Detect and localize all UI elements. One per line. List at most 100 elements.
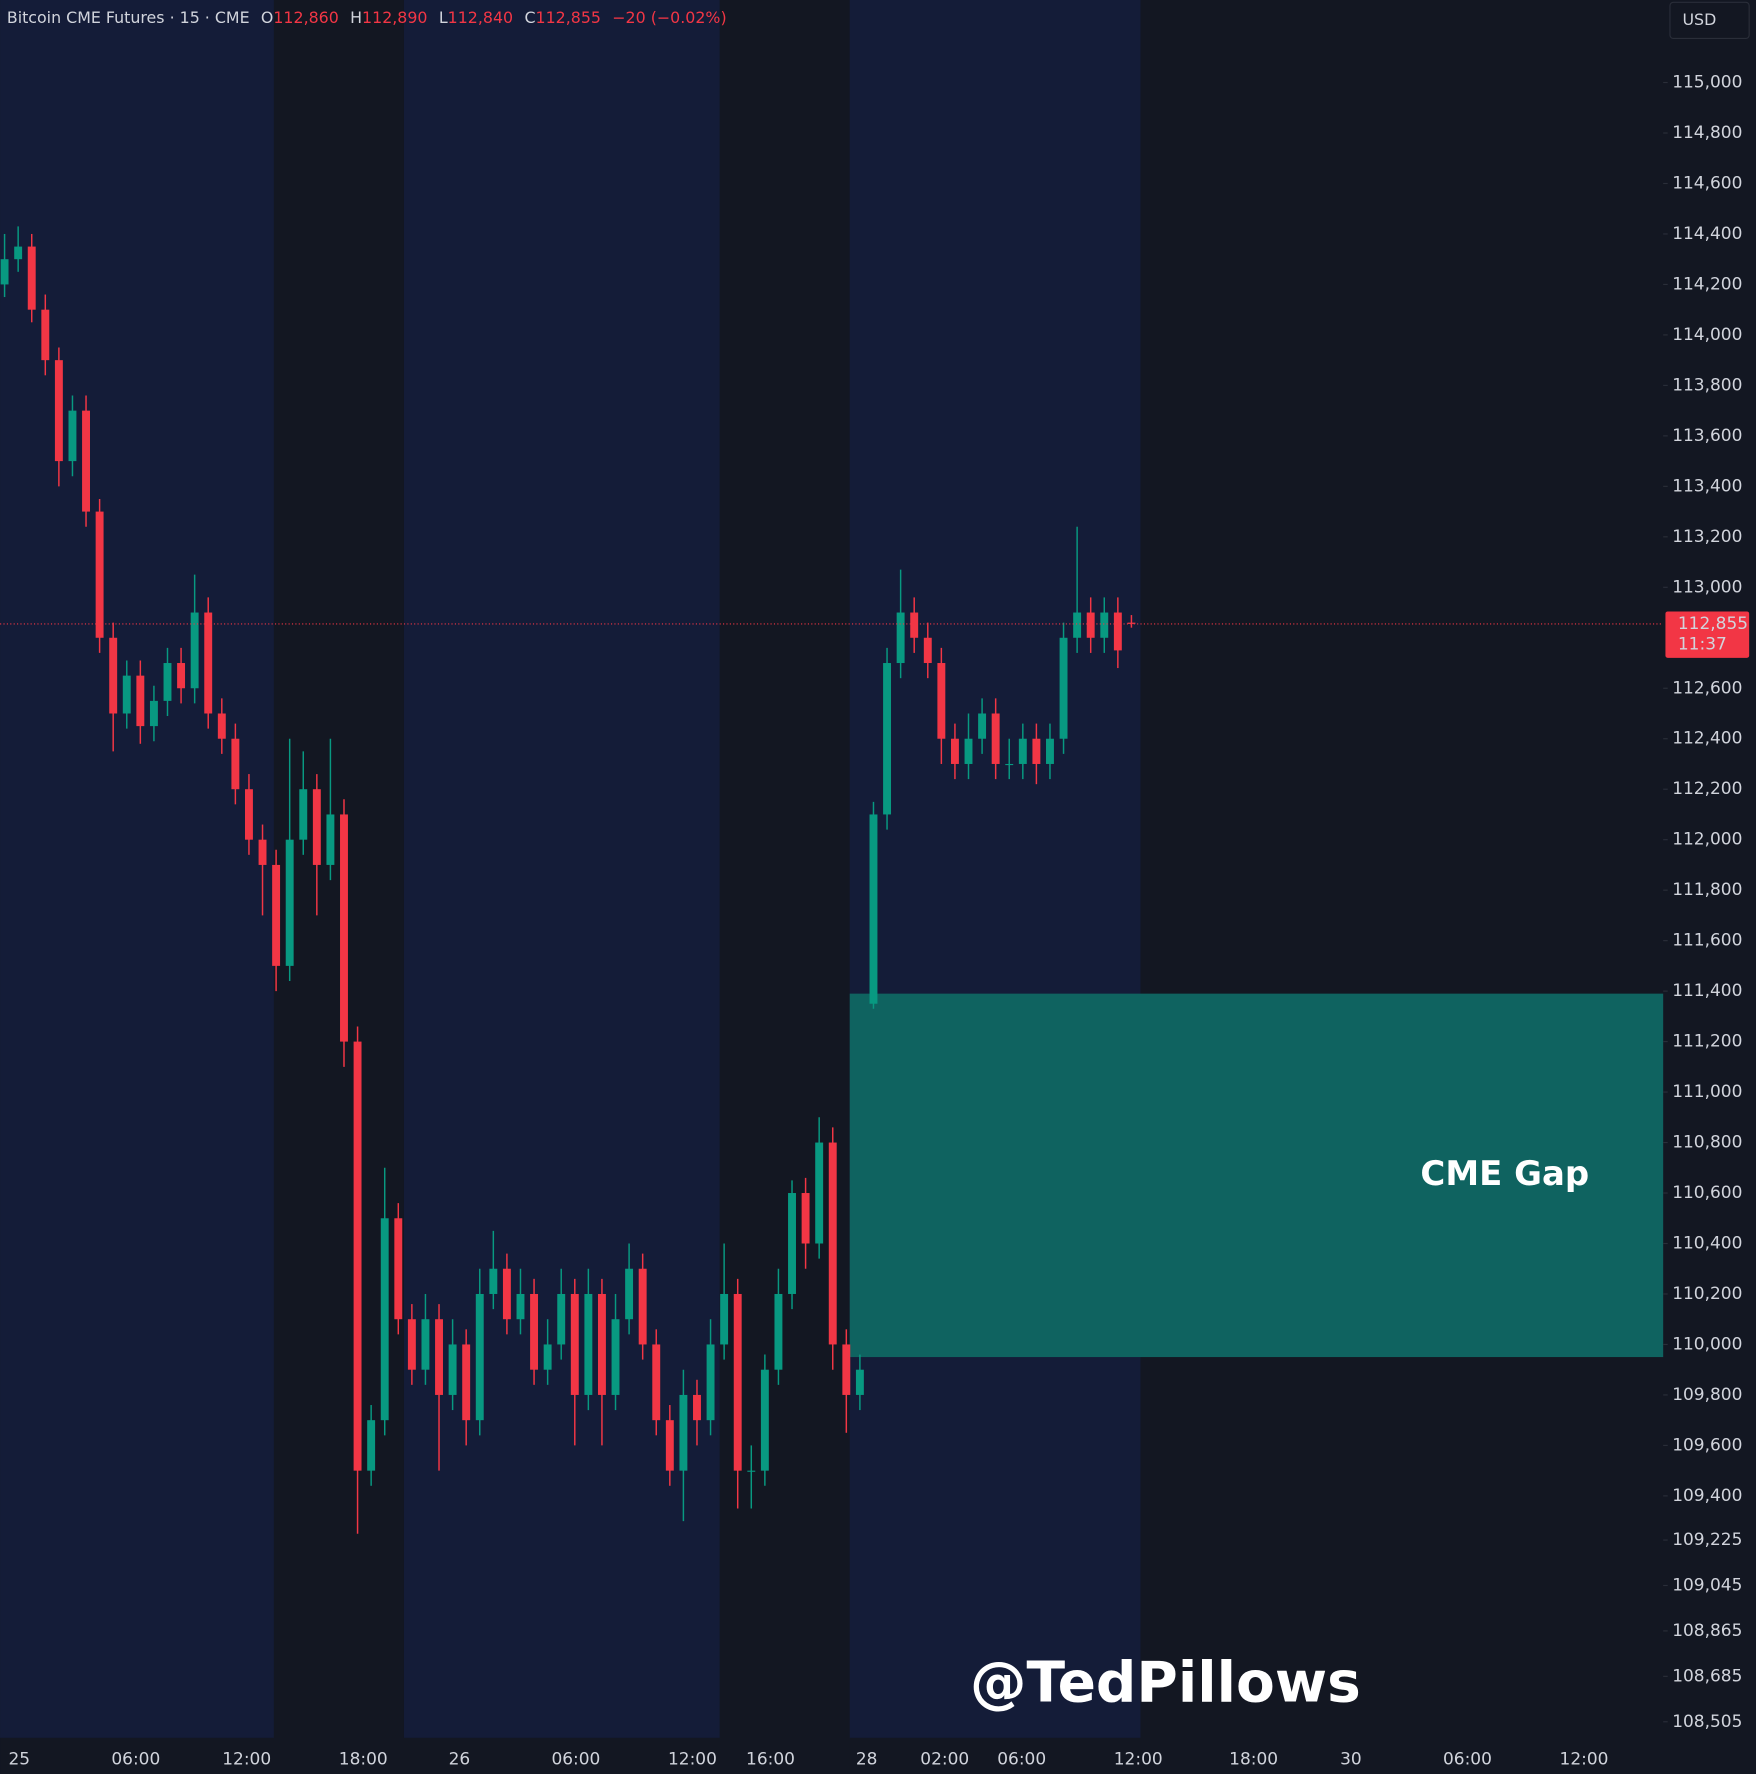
candle-body	[394, 1218, 403, 1320]
candle-body	[1086, 612, 1095, 638]
last-price-label: 112,855	[1678, 614, 1748, 634]
candle-body	[475, 1293, 484, 1421]
candle-body	[163, 663, 172, 701]
y-tick-label: 110,800	[1672, 1133, 1742, 1153]
ohlc-value: 112,855	[536, 8, 601, 27]
y-tick-label: 110,200	[1672, 1284, 1742, 1304]
x-tick-label: 12:00	[1114, 1749, 1163, 1769]
candle-body	[747, 1470, 756, 1472]
candle-body	[312, 789, 321, 865]
y-tick-label: 114,200	[1672, 274, 1742, 294]
y-tick-label: 109,225	[1672, 1530, 1742, 1550]
y-tick-label: 113,800	[1672, 375, 1742, 395]
y-tick-label: 109,400	[1672, 1486, 1742, 1506]
candle-body	[978, 713, 987, 739]
candle-body	[638, 1268, 647, 1345]
y-tick-label: 112,200	[1672, 779, 1742, 799]
ohlc-key: C	[524, 8, 535, 27]
y-tick-label: 111,600	[1672, 931, 1742, 951]
y-tick-label: 113,200	[1672, 527, 1742, 547]
candle-body	[190, 612, 199, 689]
candle-body	[353, 1041, 362, 1471]
x-tick-label: 06:00	[1443, 1749, 1492, 1769]
candle-body	[0, 259, 9, 285]
candle-body	[611, 1319, 620, 1395]
candle-body	[149, 700, 158, 727]
x-tick-label: 12:00	[1560, 1749, 1609, 1769]
candle-body	[1100, 612, 1109, 638]
header: Bitcoin CME Futures · 15 · CME O112,860 H1…	[7, 8, 727, 27]
candle-body	[937, 663, 946, 739]
y-tick-label: 110,600	[1672, 1183, 1742, 1203]
x-tick-label: 30	[1340, 1749, 1362, 1769]
candle-body	[557, 1293, 566, 1345]
y-tick-label: 114,600	[1672, 173, 1742, 193]
y-tick-label: 108,505	[1672, 1712, 1742, 1732]
y-tick-label: 111,800	[1672, 880, 1742, 900]
y-tick-label: 109,800	[1672, 1385, 1742, 1405]
candle-body	[679, 1394, 688, 1471]
candle-body	[448, 1344, 457, 1395]
candle-body	[760, 1369, 769, 1471]
session-shade	[0, 0, 274, 1738]
candle-body	[828, 1142, 837, 1345]
candle-body	[217, 713, 226, 739]
candle-body	[462, 1344, 471, 1421]
x-tick-label: 16:00	[746, 1749, 795, 1769]
x-tick-label: 12:00	[222, 1749, 271, 1769]
candle-body	[855, 1369, 864, 1395]
candle-body	[1032, 738, 1041, 764]
candle-body	[964, 738, 973, 764]
y-tick-label: 113,400	[1672, 476, 1742, 496]
candle-body	[842, 1344, 851, 1395]
candle-body	[1113, 612, 1122, 651]
candle-body	[122, 675, 131, 714]
candle-body	[923, 637, 932, 664]
candle-body	[570, 1293, 579, 1395]
change: −20 (−0.02%)	[612, 8, 726, 27]
candle-body	[407, 1319, 416, 1370]
ohlc-value: 112,860	[273, 8, 338, 27]
x-tick-label: 06:00	[551, 1749, 600, 1769]
x-tick-label: 06:00	[997, 1749, 1046, 1769]
candle-body	[625, 1268, 634, 1320]
plot-area: CME Gap @TedPillows	[0, 226, 1664, 1715]
candle-body	[244, 789, 253, 840]
candle-body	[272, 864, 281, 966]
candle-body	[991, 713, 1000, 764]
y-tick-label: 115,000	[1672, 73, 1742, 93]
candle-body	[68, 410, 77, 462]
y-tick-label: 112,600	[1672, 678, 1742, 698]
candle-body	[543, 1344, 552, 1370]
currency-box[interactable]	[1669, 1, 1750, 40]
y-tick-label: 113,600	[1672, 426, 1742, 446]
candle-body	[530, 1293, 539, 1370]
candle-body	[109, 637, 118, 714]
candle-body	[95, 511, 104, 638]
candle-body	[489, 1268, 498, 1294]
countdown: 11:37	[1678, 634, 1727, 654]
candle-body	[706, 1344, 715, 1421]
gap-label: CME Gap	[1420, 1154, 1589, 1194]
session-shade	[403, 0, 720, 1738]
candle-body	[788, 1193, 796, 1294]
y-tick-label: 114,400	[1672, 224, 1742, 244]
watermark: @TedPillows	[970, 1649, 1361, 1715]
candle-body	[597, 1293, 606, 1395]
candle-body	[584, 1293, 593, 1395]
candle-body	[815, 1142, 824, 1244]
currency[interactable]: USD	[1682, 10, 1716, 29]
candle-body	[1073, 612, 1082, 638]
ohlc-key: O	[261, 8, 273, 27]
x-tick-label: 06:00	[111, 1749, 160, 1769]
candle-body	[340, 814, 348, 1042]
y-tick-label: 111,200	[1672, 1032, 1742, 1052]
cme-gap	[849, 993, 1664, 1358]
candle-body	[1018, 738, 1027, 764]
candle-body	[1046, 738, 1054, 764]
candle-body	[285, 839, 294, 966]
y-tick-label: 112,400	[1672, 729, 1742, 749]
x-tick-label: 18:00	[339, 1749, 388, 1769]
candle-body	[299, 789, 308, 840]
